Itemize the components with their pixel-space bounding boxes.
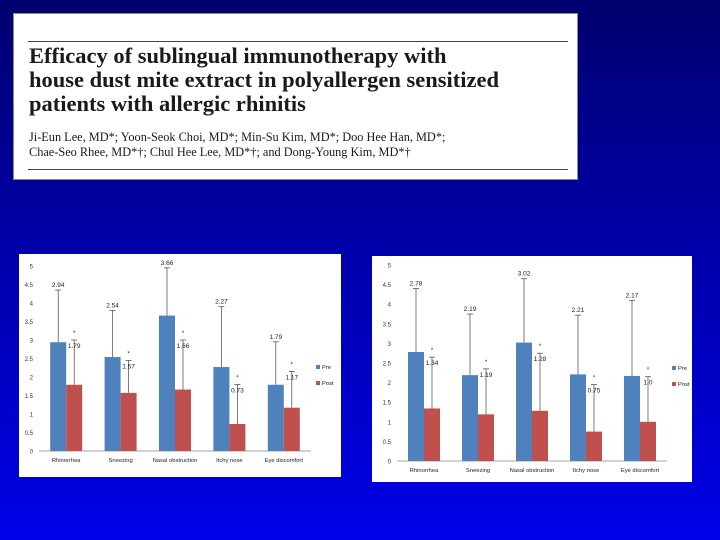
data-label-post: 1.0 (643, 380, 652, 387)
bar-post (283, 407, 300, 451)
significance-marker: * (593, 376, 596, 382)
data-label-pre: 2.54 (106, 302, 119, 309)
bar-pre (267, 384, 284, 451)
bar-pre (408, 352, 424, 461)
data-label-post: 1.19 (480, 372, 493, 379)
bar-pre (516, 342, 532, 461)
data-label-post: 1.66 (177, 343, 190, 350)
significance-marker: * (73, 331, 76, 337)
data-label-pre: 3.02 (518, 271, 531, 278)
significance-marker: * (291, 362, 294, 368)
significance-marker: * (539, 344, 542, 350)
data-label-post: 0.73 (231, 387, 244, 394)
y-tick-label: 0 (30, 450, 34, 456)
x-tick-label: Eye discomfort (265, 458, 304, 464)
chart-left-svg: 0 0.5 1 1.5 2 2.5 3 3.5 4 4.5 5 2.94 * 1.79 Rhinorrhea… (25, 260, 334, 464)
bar-pre (462, 375, 478, 461)
bar-post (66, 384, 83, 451)
y-tick-label: 3 (30, 339, 34, 345)
data-label-pre: 2.94 (52, 282, 65, 289)
y-tick-label: 4 (388, 303, 392, 309)
data-label-post: 0.75 (588, 388, 601, 395)
bar-pre (624, 375, 640, 461)
bar-post (229, 423, 246, 451)
y-tick-label: 4.5 (383, 283, 392, 289)
bar-pre (213, 367, 230, 451)
header-bottom-rule (28, 169, 568, 170)
significance-marker: * (127, 351, 130, 357)
y-tick-label: 2 (30, 376, 34, 382)
chart-right-panel: 0 0.5 1 1.5 2 2.5 3 3.5 4 4.5 5 2.78 * 1.34 Rhinorrhea… (372, 256, 692, 482)
data-label-pre: 2.19 (464, 306, 477, 313)
article-title: Efficacy of sublingual immunotherapy wit… (29, 43, 499, 116)
x-tick-label: Rhinorrhea (410, 468, 439, 474)
y-tick-label: 0.5 (383, 440, 392, 446)
y-tick-label: 4 (30, 302, 34, 308)
y-tick-label: 0.5 (25, 431, 34, 437)
header-top-rule (28, 41, 568, 42)
y-tick-label: 1 (30, 413, 34, 419)
significance-marker: * (431, 348, 434, 354)
y-tick-label: 5 (388, 264, 392, 270)
data-label-pre: 2.17 (626, 292, 639, 299)
x-tick-label: Sneezing (109, 458, 133, 464)
significance-marker: * (236, 375, 239, 381)
bar-pre (159, 315, 175, 451)
legend-label-pre: Pre (322, 365, 331, 371)
bar-post (532, 410, 548, 461)
bar-post (586, 431, 602, 461)
data-label-pre: 2.27 (215, 299, 228, 306)
y-tick-label: 3.5 (25, 320, 34, 326)
legend-swatch-post (672, 382, 676, 386)
data-label-pre: 2.78 (410, 281, 423, 288)
y-tick-label: 3 (388, 342, 392, 348)
x-tick-label: Itchy nose (216, 458, 242, 464)
significance-marker: * (182, 331, 185, 337)
y-tick-label: 1 (388, 420, 392, 426)
x-tick-label: Eye discomfort (621, 468, 660, 474)
bar-post (175, 389, 191, 451)
chart-left-panel: 0 0.5 1 1.5 2 2.5 3 3.5 4 4.5 5 2.94 * 1.79 Rhinorrhea… (19, 254, 341, 477)
bar-post (640, 421, 656, 461)
y-tick-label: 4.5 (25, 283, 34, 289)
y-tick-label: 5 (30, 265, 34, 271)
y-tick-label: 2.5 (383, 362, 392, 368)
y-tick-label: 3.5 (383, 322, 392, 328)
bar-post (478, 414, 494, 461)
x-tick-label: Nasal obstruction (153, 458, 198, 464)
bar-pre (104, 357, 121, 451)
y-tick-label: 2 (388, 381, 392, 387)
legend-label-pre: Pre (678, 366, 687, 372)
y-tick-label: 0 (388, 460, 392, 466)
bar-pre (570, 374, 586, 461)
x-tick-label: Rhinorrhea (52, 458, 81, 464)
legend-swatch-post (316, 381, 320, 385)
data-label-pre: 2.21 (572, 307, 585, 314)
x-tick-label: Itchy nose (573, 468, 599, 474)
data-label-post: 1.28 (534, 356, 547, 363)
bar-pre (50, 342, 67, 451)
data-label-post: 1.34 (426, 360, 439, 367)
data-label-post: 1.57 (122, 363, 135, 370)
significance-marker: * (647, 368, 650, 374)
data-label-post: 1.17 (285, 374, 298, 381)
data-label-pre: 1.79 (269, 334, 282, 341)
article-authors: Ji-Eun Lee, MD*; Yoon-Seok Choi, MD*; Mi… (29, 130, 446, 159)
article-header-card: Efficacy of sublingual immunotherapy wit… (13, 13, 578, 180)
legend-swatch-pre (316, 365, 320, 369)
data-label-post: 1.79 (68, 343, 81, 350)
significance-marker: * (485, 360, 488, 366)
data-label-pre: 3.66 (161, 260, 174, 267)
legend-label-post: Post (678, 382, 690, 388)
x-tick-label: Sneezing (466, 468, 490, 474)
bar-post (120, 392, 137, 451)
chart-right-svg: 0 0.5 1 1.5 2 2.5 3 3.5 4 4.5 5 2.78 * 1.34 Rhinorrhea… (383, 264, 690, 475)
x-tick-label: Nasal obstruction (510, 468, 555, 474)
y-tick-label: 2.5 (25, 357, 34, 363)
y-tick-label: 1.5 (25, 394, 34, 400)
legend-swatch-pre (672, 366, 676, 370)
legend-label-post: Post (322, 381, 334, 387)
y-tick-label: 1.5 (383, 401, 392, 407)
bar-post (424, 408, 440, 461)
